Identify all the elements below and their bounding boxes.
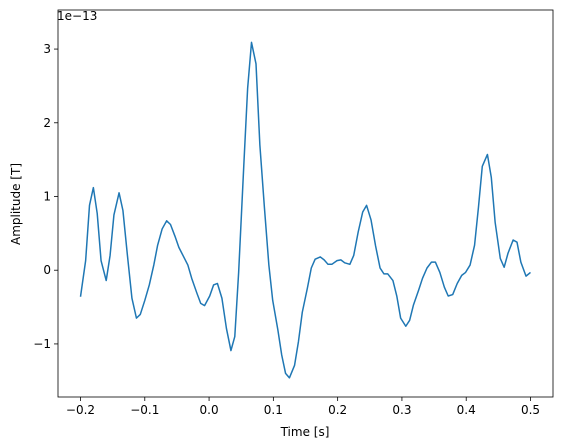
data-line: [79, 41, 531, 379]
y-tick-label: −1: [33, 337, 51, 351]
plot-frame: [57, 9, 554, 398]
x-tick-label: 0.3: [392, 403, 411, 417]
y-tick-label: 2: [43, 116, 51, 130]
y-tick-label: 0: [43, 263, 51, 277]
x-tick-label: −0.1: [130, 403, 159, 417]
x-tick-label: 0.4: [457, 403, 476, 417]
x-tick-label: 0.5: [521, 403, 540, 417]
offset-label: 1e−13: [57, 9, 97, 23]
y-tick-label: 1: [43, 189, 51, 203]
x-tick-label: 0.0: [200, 403, 219, 417]
x-axis-label: Time [s]: [280, 425, 330, 439]
x-tick-label: 0.1: [264, 403, 283, 417]
x-tick-label: −0.2: [66, 403, 95, 417]
x-tick-label: 0.2: [328, 403, 347, 417]
y-tick-label: 3: [43, 42, 51, 56]
y-axis-label: Amplitude [T]: [9, 163, 23, 245]
